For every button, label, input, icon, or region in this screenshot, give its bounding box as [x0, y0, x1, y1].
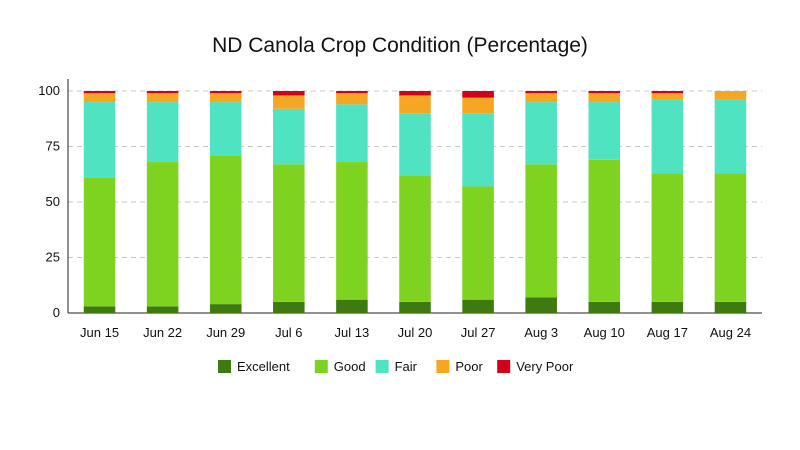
x-tick-label: Jul 13: [335, 325, 370, 340]
y-tick-label: 100: [38, 83, 60, 98]
bar-segment-good: [146, 162, 179, 307]
bar-segment-fair: [336, 104, 368, 163]
bar-segment-good: [83, 177, 116, 307]
legend-label: Fair: [395, 359, 418, 374]
legend-label: Very Poor: [516, 359, 574, 374]
bar-segment-good: [399, 175, 431, 302]
x-tick-label: Jun 29: [206, 325, 245, 340]
bar-segment-very-poor: [336, 91, 368, 94]
bar-segment-very-poor: [462, 91, 494, 98]
bar-segment-poor: [525, 93, 557, 103]
y-tick-label: 75: [46, 139, 60, 154]
bar-segment-poor: [651, 93, 684, 100]
x-tick-label: Aug 3: [524, 325, 558, 340]
bar-segment-poor: [399, 95, 431, 114]
bar-segment-poor: [83, 93, 116, 103]
bar-segment-excellent: [209, 304, 242, 313]
bar-segment-good: [462, 186, 494, 300]
bar-segment-excellent: [146, 306, 179, 313]
bar-segment-very-poor: [146, 91, 179, 94]
chart-title: ND Canola Crop Condition (Percentage): [212, 34, 588, 57]
bar-segment-excellent: [525, 297, 557, 313]
bar-segment-fair: [651, 99, 684, 174]
x-tick-label: Aug 17: [647, 325, 688, 340]
legend-label: Excellent: [237, 359, 290, 374]
bar-segment-good: [209, 155, 242, 305]
bar-segment-fair: [525, 102, 557, 165]
bar-segment-excellent: [399, 301, 431, 313]
bar-segment-fair: [273, 108, 305, 165]
bar-segment-very-poor: [399, 91, 431, 96]
legend-swatch: [375, 360, 389, 373]
legend-swatch: [314, 360, 328, 373]
bar-segment-fair: [462, 113, 494, 187]
x-tick-label: Jun 22: [143, 325, 182, 340]
x-tick-label: Jul 6: [275, 325, 302, 340]
y-tick-label: 0: [53, 305, 60, 320]
bar-segment-excellent: [83, 306, 116, 313]
bar-segment-poor: [146, 93, 179, 103]
bar-segment-good: [651, 173, 684, 302]
bar-segment-excellent: [462, 299, 494, 313]
x-tick-label: Jul 27: [461, 325, 496, 340]
bar-segment-fair: [399, 113, 431, 176]
bar-segment-poor: [336, 93, 368, 105]
bar-segment-excellent: [714, 301, 747, 313]
bar-segment-very-poor: [273, 91, 305, 96]
x-tick-label: Aug 10: [584, 325, 625, 340]
legend-swatch: [218, 360, 231, 373]
legend-label: Poor: [455, 359, 483, 374]
bar-segment-excellent: [336, 299, 368, 313]
bar-segment-poor: [462, 97, 494, 114]
x-tick-label: Jul 20: [398, 325, 433, 340]
bar-segment-good: [273, 164, 305, 302]
bar-segment-good: [336, 162, 368, 300]
bar-segment-fair: [146, 102, 179, 163]
bar-segment-poor: [714, 91, 747, 100]
x-tick-label: Jun 15: [80, 325, 119, 340]
bar-segment-excellent: [651, 301, 684, 313]
bar-segment-poor: [209, 93, 242, 103]
bar-segment-fair: [209, 102, 242, 156]
legend-swatch: [436, 360, 450, 373]
legend-swatch: [497, 360, 511, 373]
bar-segment-excellent: [273, 301, 305, 313]
bar-segment-very-poor: [588, 91, 621, 94]
bar-segment-good: [714, 173, 747, 302]
legend-label: Good: [334, 359, 366, 374]
bar-segment-fair: [588, 102, 621, 160]
bar-segment-good: [525, 164, 557, 298]
bar-segment-fair: [83, 102, 116, 178]
bar-segment-fair: [714, 99, 747, 174]
bar-segment-poor: [273, 95, 305, 109]
bar-segment-very-poor: [209, 91, 242, 94]
y-tick-label: 50: [46, 194, 60, 209]
bar-segment-good: [588, 159, 621, 302]
x-tick-label: Aug 24: [710, 325, 751, 340]
bar-segment-poor: [588, 93, 621, 103]
bar-segment-very-poor: [83, 91, 116, 94]
y-tick-label: 25: [46, 250, 60, 265]
bar-segment-excellent: [588, 301, 621, 313]
bar-segment-very-poor: [525, 91, 557, 94]
bar-segment-very-poor: [651, 91, 684, 94]
